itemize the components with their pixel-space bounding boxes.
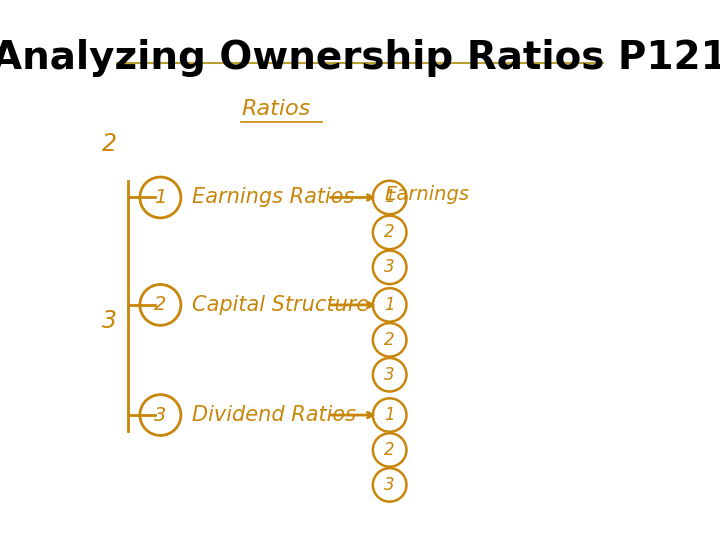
Text: 2: 2 [384,331,395,349]
Text: 3: 3 [384,258,395,276]
Text: 1: 1 [384,296,395,314]
Text: 3: 3 [102,309,117,333]
Text: Dividend Ratios: Dividend Ratios [192,405,356,425]
Text: Analyzing Ownership Ratios P121: Analyzing Ownership Ratios P121 [0,39,720,77]
Text: Earnings: Earnings [384,185,469,204]
Text: 2: 2 [154,295,166,314]
Text: 1: 1 [154,188,166,207]
Text: 2: 2 [384,441,395,459]
Text: 2: 2 [102,132,117,156]
Text: Ratios: Ratios [241,99,310,119]
Text: 1: 1 [384,188,395,206]
Text: 3: 3 [384,476,395,494]
Text: 1: 1 [384,406,395,424]
Text: 3: 3 [384,366,395,384]
Text: Capital Structure: Capital Structure [192,295,369,315]
Text: 2: 2 [384,224,395,241]
Text: 3: 3 [154,406,166,424]
Text: Earnings Ratios: Earnings Ratios [192,187,354,207]
